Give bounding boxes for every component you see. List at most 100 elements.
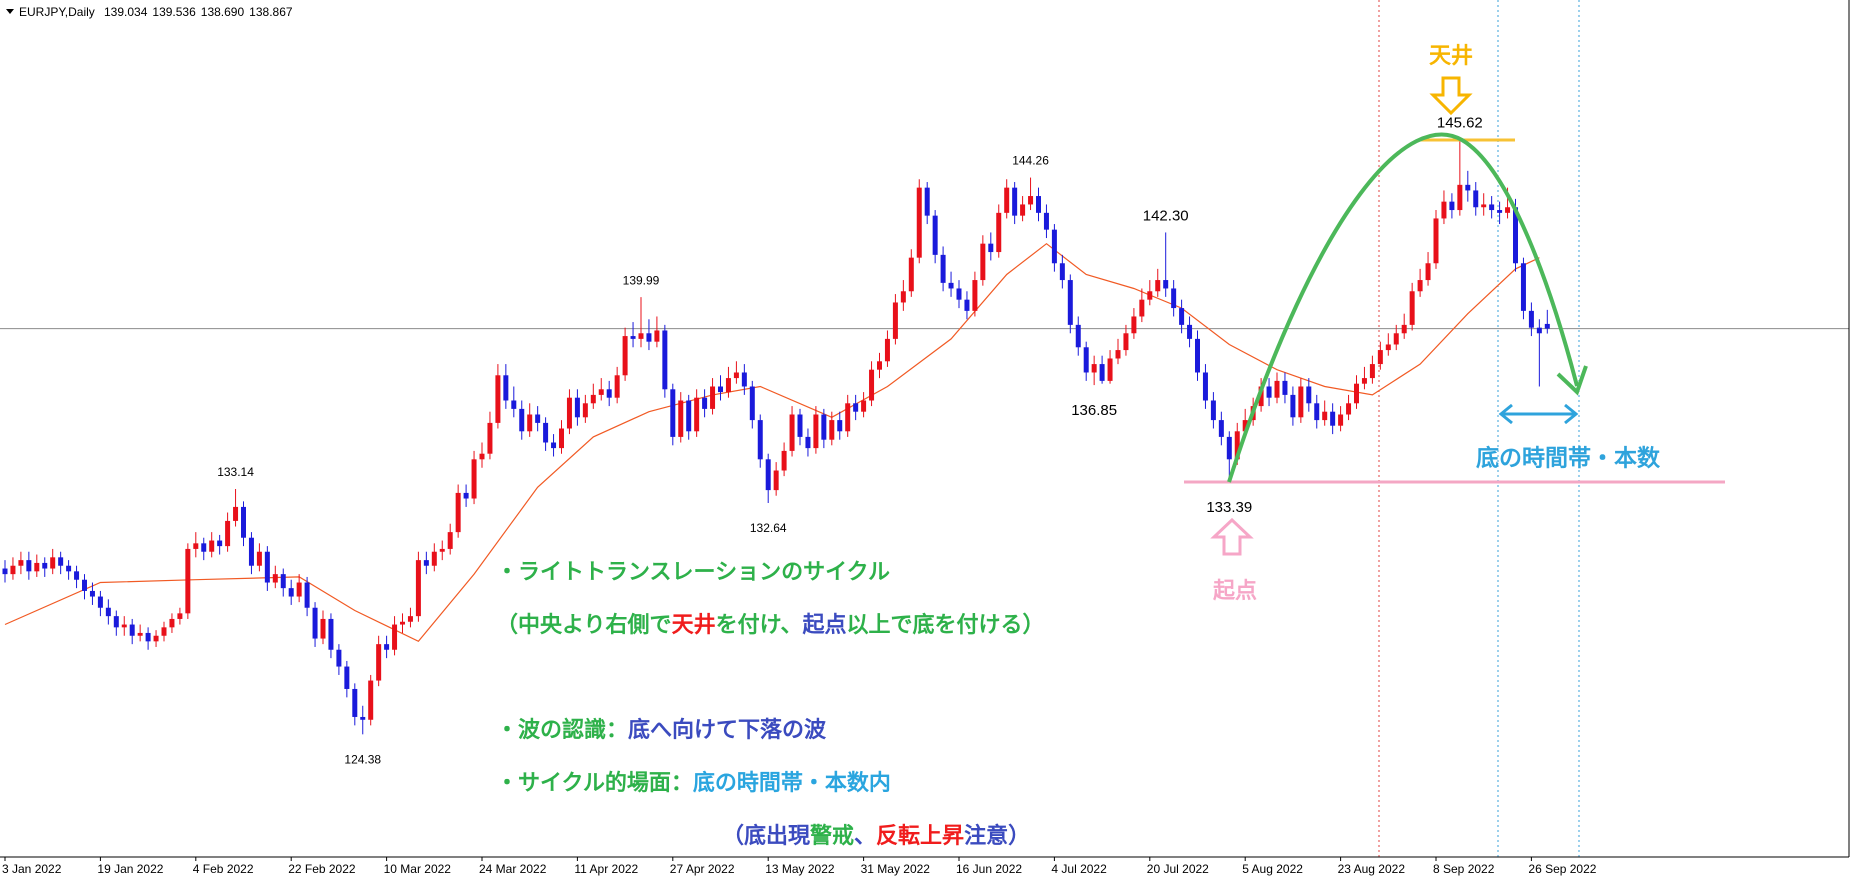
candle-body bbox=[304, 582, 310, 608]
candle-body bbox=[654, 330, 660, 342]
candle-body bbox=[1425, 263, 1431, 281]
candle-body bbox=[145, 632, 151, 642]
candle-body bbox=[1528, 310, 1534, 328]
candle-body bbox=[1083, 347, 1089, 373]
price-label: 136.85 bbox=[1071, 402, 1117, 419]
note-segment: 反転上昇 bbox=[876, 823, 964, 849]
note-segment: ・ライトトランスレーションのサイクル bbox=[496, 560, 890, 585]
candle-body bbox=[519, 408, 525, 432]
candle-body bbox=[988, 243, 994, 253]
candle-body bbox=[725, 378, 731, 393]
candle-body bbox=[296, 582, 302, 597]
note-segment: を付け、 bbox=[716, 613, 803, 638]
candle-body bbox=[622, 336, 628, 376]
candle-body bbox=[1520, 263, 1526, 311]
candle-body bbox=[1536, 327, 1542, 334]
candle-body bbox=[1218, 420, 1224, 437]
candle-body bbox=[177, 613, 183, 619]
x-tick-label: 27 Apr 2022 bbox=[670, 862, 735, 876]
candle-body bbox=[1187, 324, 1193, 339]
candle-body bbox=[582, 403, 588, 418]
candle-body bbox=[42, 562, 48, 569]
candle-body bbox=[646, 333, 652, 342]
candle-body bbox=[233, 506, 239, 521]
price-label: 133.39 bbox=[1206, 499, 1252, 516]
candle-body bbox=[1020, 204, 1026, 216]
note-segment: 天井 bbox=[672, 613, 716, 638]
candle-body bbox=[288, 588, 294, 597]
note-segment: ・サイクル的場面： bbox=[496, 770, 693, 796]
candle-body bbox=[415, 560, 421, 617]
candle-body bbox=[733, 372, 739, 379]
candle-body bbox=[559, 428, 564, 449]
top-arrow bbox=[1429, 76, 1473, 116]
candle-body bbox=[479, 453, 485, 460]
candle-body bbox=[606, 389, 612, 398]
candle-body bbox=[10, 565, 16, 575]
candle-body bbox=[1091, 364, 1097, 373]
candle-body bbox=[225, 520, 231, 547]
candle-body bbox=[1242, 420, 1248, 432]
note-segment: 底の時間帯・本数内 bbox=[693, 770, 891, 796]
candle-body bbox=[1195, 338, 1200, 373]
candle-body bbox=[678, 400, 684, 437]
candle-body bbox=[956, 288, 962, 300]
candle-body bbox=[718, 386, 723, 393]
candle-body bbox=[431, 551, 437, 566]
candle-body bbox=[1489, 204, 1495, 211]
x-tick-label: 16 Jun 2022 bbox=[956, 862, 1022, 876]
candle-body bbox=[877, 361, 882, 370]
note-segment: 底へ向けて下落の波 bbox=[628, 717, 827, 743]
window-arrowhead bbox=[1498, 403, 1513, 425]
moving-average bbox=[4, 242, 1540, 643]
candle-body bbox=[320, 618, 326, 639]
candle-body bbox=[1369, 364, 1375, 379]
candle-body bbox=[924, 187, 930, 216]
candle-body bbox=[765, 459, 771, 491]
candle-body bbox=[916, 187, 922, 258]
candle-body bbox=[201, 543, 207, 552]
candle-body bbox=[1115, 350, 1121, 359]
candle-body bbox=[932, 215, 938, 255]
price-label: 139.99 bbox=[623, 273, 660, 287]
candle-body bbox=[598, 389, 604, 395]
candle-body bbox=[74, 571, 80, 580]
candle-body bbox=[892, 302, 898, 339]
candle-body bbox=[1361, 378, 1367, 384]
candle-body bbox=[741, 372, 747, 387]
candle-body bbox=[1036, 196, 1041, 213]
candle-body bbox=[137, 632, 143, 636]
candle-body bbox=[153, 635, 159, 642]
x-tick-label: 20 Jul 2022 bbox=[1147, 862, 1209, 876]
candle-body bbox=[1449, 201, 1455, 211]
note-segment: 注意） bbox=[964, 823, 1030, 849]
candle-body bbox=[789, 414, 795, 451]
candle-body bbox=[82, 579, 87, 591]
candle-body bbox=[1385, 344, 1391, 351]
notes: ・ライトトランスレーションのサイクル （中央より右側で天井を付け、起点以上で底を付… bbox=[496, 560, 1045, 849]
candle-body bbox=[161, 627, 167, 636]
candle-body bbox=[837, 420, 843, 432]
candle-body bbox=[638, 333, 644, 339]
candle-body bbox=[1258, 386, 1264, 407]
candle-body bbox=[797, 414, 803, 437]
candle-body bbox=[1075, 324, 1081, 348]
candle-body bbox=[18, 560, 24, 566]
candle-body bbox=[574, 397, 580, 418]
candle-body bbox=[113, 616, 119, 628]
candle-body bbox=[463, 492, 469, 499]
candle-body bbox=[105, 607, 111, 617]
candle-body bbox=[1139, 299, 1145, 317]
candle-body bbox=[193, 543, 199, 549]
candle-body bbox=[1322, 411, 1328, 421]
candle-body bbox=[439, 548, 445, 552]
candle-body bbox=[272, 574, 278, 583]
candle-body bbox=[1099, 364, 1105, 381]
candle-body bbox=[551, 442, 557, 449]
candle-body bbox=[1051, 229, 1057, 264]
candle-body bbox=[1210, 400, 1216, 421]
candle-body bbox=[376, 644, 382, 681]
candle-body bbox=[400, 621, 405, 625]
price-label: 133.14 bbox=[217, 465, 254, 479]
candle-body bbox=[1465, 184, 1471, 191]
